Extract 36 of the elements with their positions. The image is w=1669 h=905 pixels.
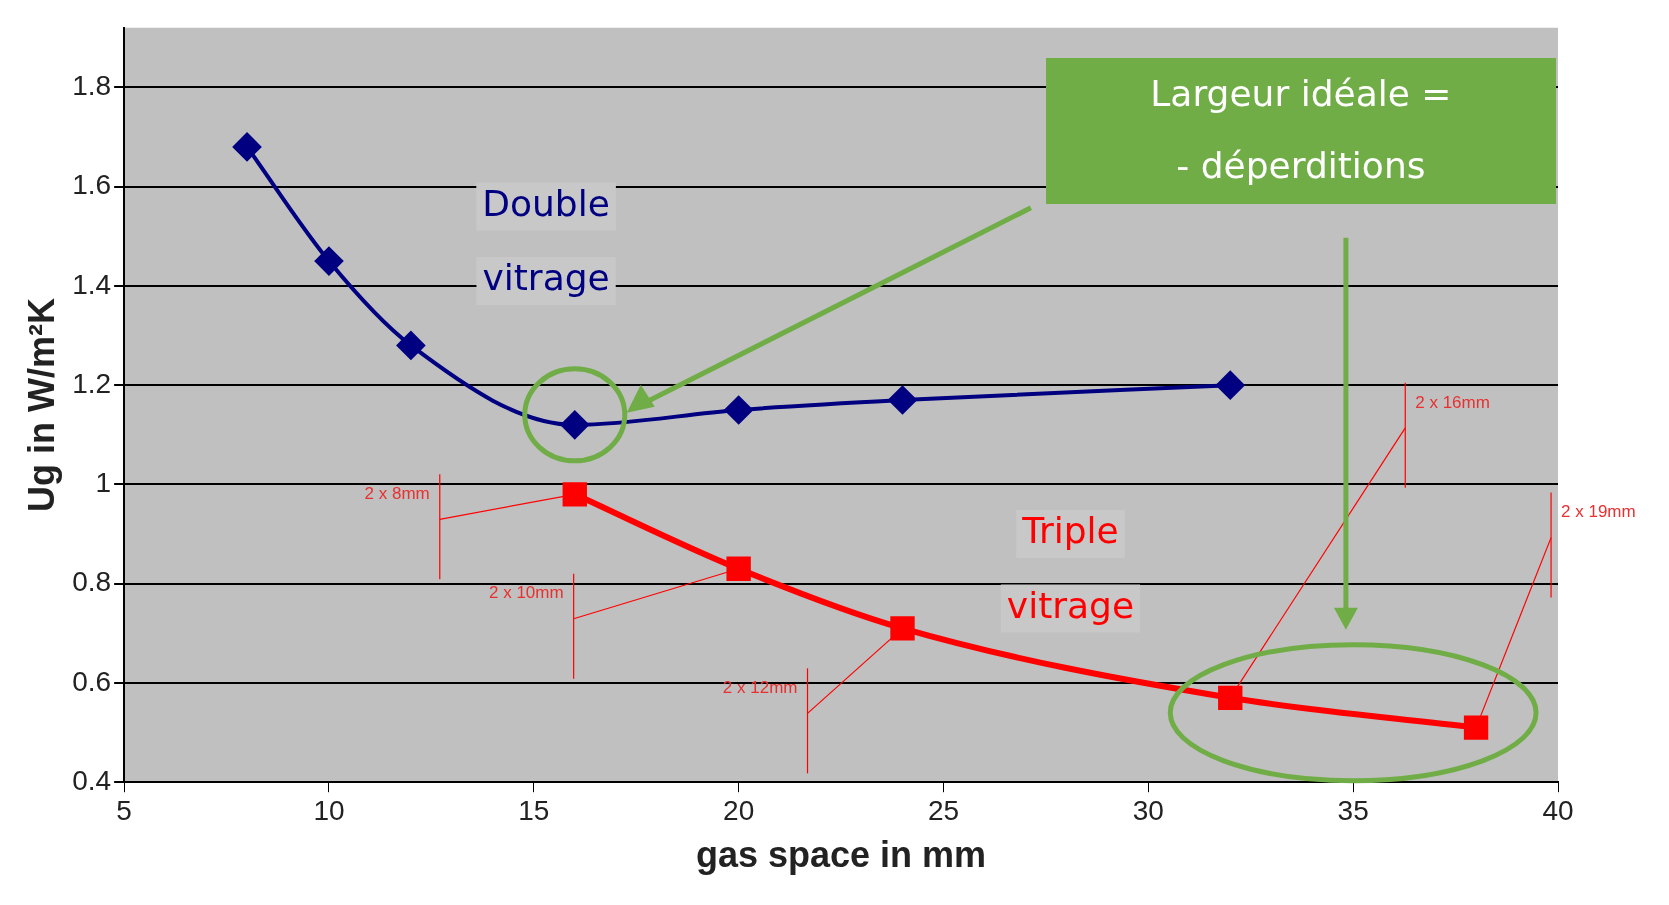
point — [726, 556, 751, 581]
y-tick-label: 0.4 — [72, 764, 112, 796]
x-tick-label: 20 — [723, 794, 755, 826]
x-tick-label: 25 — [927, 794, 960, 826]
y-axis-title: Ug in W/m²K — [20, 298, 62, 512]
annotation: 2 x 19mm — [1561, 502, 1636, 522]
x-axis-title: gas space in mm — [695, 834, 987, 876]
annotation: 2 x 16mm — [1415, 392, 1490, 412]
y-tick-label: 0.8 — [72, 566, 112, 598]
x-tick-label: 30 — [1132, 794, 1164, 826]
point — [1463, 715, 1489, 740]
series-label: Triple vitrage — [1006, 510, 1135, 626]
point — [314, 247, 343, 276]
annotation: 2 x 12mm — [722, 678, 798, 698]
x-tick-label: 15 — [518, 794, 550, 826]
x-tick-label: 40 — [1542, 794, 1574, 826]
point — [396, 331, 425, 360]
y-tick-label: 1.2 — [72, 367, 112, 399]
point — [1218, 685, 1243, 711]
y-tick-label: 0.6 — [72, 665, 112, 697]
point — [888, 386, 917, 415]
text: Double vitrage — [482, 182, 610, 299]
x-tick-label: 10 — [313, 794, 345, 826]
x-tick-label: 5 — [116, 794, 132, 826]
point — [1216, 371, 1245, 400]
point — [890, 616, 915, 641]
y-tick-label: 1.8 — [72, 70, 112, 102]
point — [562, 482, 587, 507]
y-tick-label: 1.6 — [72, 169, 112, 201]
annotation: 2 x 10mm — [489, 583, 564, 603]
y-tick-label: 1 — [95, 467, 112, 499]
annotation: 2 x 8mm — [364, 484, 430, 504]
x-tick-label: 35 — [1337, 794, 1369, 826]
point — [233, 132, 262, 161]
y-tick-label: 1.4 — [72, 268, 112, 300]
point — [724, 395, 753, 424]
